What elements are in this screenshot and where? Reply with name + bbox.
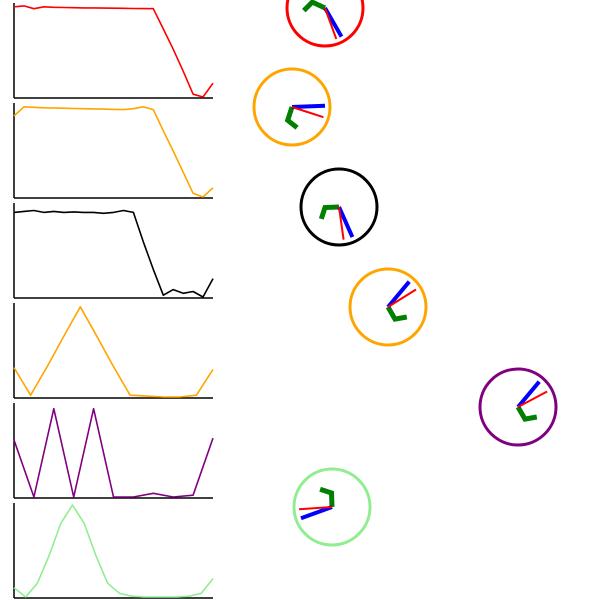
- dial-ring: [285, 0, 365, 48]
- dial-ring: [478, 367, 558, 447]
- blue-hand: [291, 103, 326, 109]
- trace-line-orange: [13, 305, 214, 398]
- dial-ring: [292, 467, 372, 547]
- red-hand: [517, 390, 548, 408]
- green-hand: [515, 405, 538, 422]
- black-dial: [299, 167, 379, 247]
- trace-panel-light-green: [13, 503, 214, 599]
- blue-hand: [337, 206, 355, 238]
- blue-hand: [300, 505, 333, 521]
- trace-line-orange: [13, 106, 214, 198]
- trace-line-black: [13, 209, 214, 298]
- green-hand: [284, 106, 299, 130]
- red-hand: [387, 288, 417, 308]
- green-hand: [302, 0, 327, 13]
- trace-line-light-green: [13, 504, 214, 598]
- trace-panels: [13, 3, 214, 599]
- red-hand: [338, 206, 345, 240]
- blue-hand: [386, 280, 411, 309]
- dial-ring: [348, 267, 428, 347]
- red-hand: [291, 106, 324, 119]
- green-hand: [385, 305, 408, 322]
- dial-ring: [299, 167, 379, 247]
- red-dial: [285, 0, 365, 48]
- trace-panel-orange: [13, 103, 214, 199]
- trace-line-red: [13, 5, 214, 98]
- light-green-dial: [292, 467, 372, 547]
- trace-panel-red: [13, 3, 214, 99]
- orange-dial: [348, 267, 428, 347]
- orange-dial: [252, 67, 332, 147]
- green-hand: [318, 204, 340, 220]
- red-hand: [324, 7, 338, 40]
- trace-line-purple: [13, 407, 214, 498]
- trace-panel-purple: [13, 403, 214, 499]
- blue-hand: [516, 380, 541, 409]
- green-hand: [319, 486, 335, 508]
- dial-group: [252, 0, 558, 547]
- trace-panel-orange: [13, 303, 214, 399]
- purple-dial: [478, 367, 558, 447]
- dial-ring: [252, 67, 332, 147]
- red-hand: [299, 506, 333, 511]
- trace-panel-black: [13, 203, 214, 299]
